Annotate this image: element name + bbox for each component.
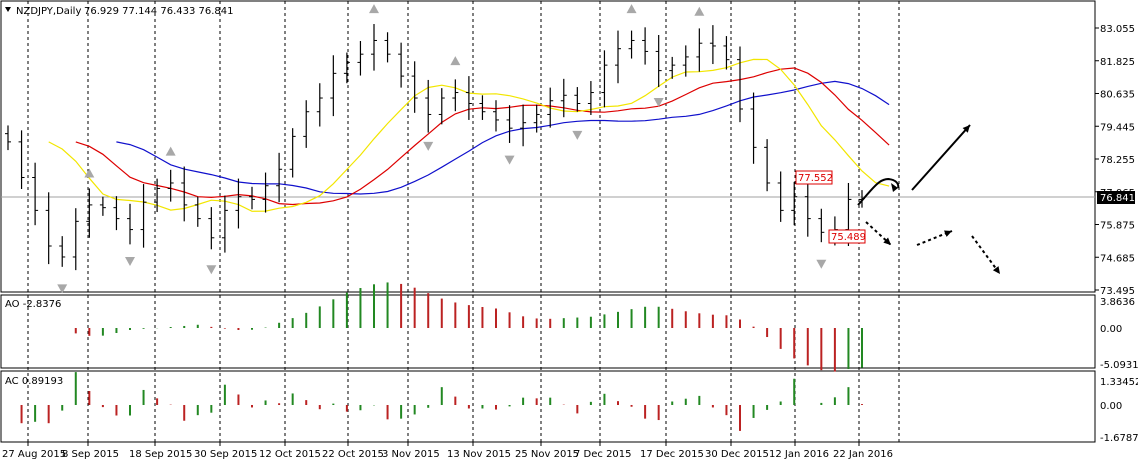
- price-tick-label: 75.875: [1100, 221, 1135, 232]
- date-tick-label: 7 Dec 2015: [574, 449, 632, 460]
- fractal-down-marker: [423, 141, 434, 151]
- ao-tick-label: 0.00: [1100, 324, 1122, 335]
- ao-panel: [0, 294, 1096, 369]
- price-tick-label: 83.055: [1100, 24, 1135, 35]
- fractal-up-marker: [165, 146, 176, 156]
- current-price-text: 76.841: [1100, 193, 1135, 204]
- ac-histogram: [20, 372, 863, 431]
- date-tick-label: 12 Oct 2015: [259, 449, 321, 460]
- high-label-box: [795, 170, 833, 185]
- price-tick-label: 81.825: [1100, 57, 1135, 68]
- date-tick-label: 3 Nov 2015: [382, 449, 440, 460]
- low-label: 75.489: [831, 232, 866, 243]
- forecast-dot-arrow-1-head: [883, 237, 891, 245]
- date-tick-label: 25 Nov 2015: [515, 449, 579, 460]
- fractal-down-marker: [206, 265, 217, 275]
- current-price-tag: [1097, 191, 1135, 204]
- forecast-dot-arrow-3-head: [992, 266, 1000, 274]
- date-tick-label: 30 Sep 2015: [194, 449, 257, 460]
- collapse-triangle-icon[interactable]: [5, 7, 11, 12]
- ac-label: AC 0.89193: [5, 376, 63, 387]
- fractal-down-marker: [816, 259, 827, 269]
- symbol-label: NZDJPY,Daily: [16, 6, 81, 17]
- low-label-box: [828, 229, 866, 244]
- date-tick-label: 8 Sep 2015: [62, 449, 119, 460]
- date-tick-label: 30 Dec 2015: [705, 449, 769, 460]
- forecast-up-arrow: [911, 124, 971, 191]
- ao-tick-label: 3.8636: [1100, 297, 1135, 308]
- fractal-up-marker: [84, 168, 95, 178]
- fractal-markers: [57, 4, 827, 294]
- date-tick-label: 18 Sep 2015: [129, 449, 192, 460]
- ao-tick-label: -5.0931: [1100, 360, 1138, 371]
- ao-label: AO -2.8376: [5, 299, 61, 310]
- price-tick-label: 74.685: [1100, 253, 1135, 264]
- high-label: 77.552: [798, 173, 833, 184]
- fractal-down-marker: [57, 284, 68, 294]
- forecast-up-arrow-head: [962, 125, 970, 133]
- price-panel: [0, 0, 1096, 293]
- axes: 83.05581.82580.63579.44578.25577.06575.8…: [2, 24, 1138, 460]
- period-separators: [27, 1, 900, 442]
- ohlc-label: 76.929 77.144 76.433 76.841: [84, 6, 234, 17]
- fractal-down-marker: [653, 98, 664, 108]
- alligator-jaw-line: [116, 80, 890, 195]
- date-tick-label: 22 Oct 2015: [322, 449, 384, 460]
- fractal-down-marker: [504, 155, 515, 165]
- date-tick-label: 13 Nov 2015: [447, 449, 511, 460]
- fractal-down-marker: [125, 256, 135, 266]
- fractal-up-marker: [626, 4, 637, 14]
- price-tick-label: 73.495: [1100, 286, 1135, 297]
- fractal-up-marker: [450, 56, 461, 66]
- fractal-down-marker: [572, 130, 583, 140]
- price-tick-label: 80.635: [1100, 90, 1135, 101]
- forecast-dot-arrow-3: [971, 235, 1001, 275]
- ac-tick-label: -1.67878: [1100, 433, 1138, 444]
- ac-panel: [0, 370, 1096, 443]
- fractal-up-marker: [369, 4, 379, 14]
- date-tick-label: 27 Aug 2015: [2, 449, 66, 460]
- forecast-curve: [857, 178, 900, 206]
- ac-tick-label: 0.00: [1100, 401, 1122, 412]
- forecast-arrows: [857, 124, 1001, 275]
- forecast-dot-arrow-2-head: [944, 230, 952, 237]
- date-tick-label: 12 Jan 2016: [769, 449, 829, 460]
- price-tick-label: 79.445: [1100, 122, 1135, 133]
- fractal-up-marker: [694, 6, 705, 16]
- date-tick-label: 22 Jan 2016: [833, 449, 893, 460]
- date-tick-label: 17 Dec 2015: [640, 449, 704, 460]
- forecast-curve-head: [891, 183, 898, 192]
- ac-tick-label: 1.33452: [1100, 377, 1138, 388]
- price-tick-label: 78.255: [1100, 155, 1135, 166]
- ao-histogram: [74, 282, 863, 372]
